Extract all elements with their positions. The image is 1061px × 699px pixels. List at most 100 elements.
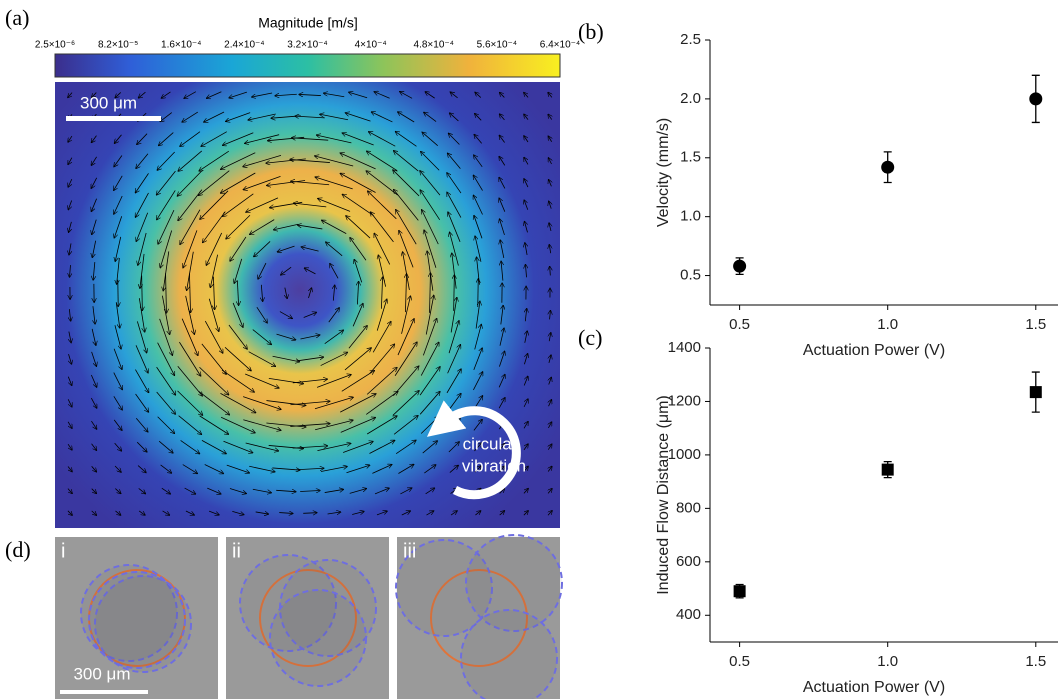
x-tick-label: 1.5 <box>1025 653 1046 670</box>
flow-arrow <box>158 440 173 453</box>
flow-arrow <box>68 178 73 187</box>
flow-arrow <box>348 326 367 349</box>
flow-arrow <box>298 225 323 230</box>
flow-arrow <box>114 465 121 472</box>
flow-arrow <box>548 114 552 120</box>
flow-arrow <box>113 372 122 390</box>
flow-arrow <box>523 511 528 516</box>
flow-arrow <box>68 443 72 450</box>
flow-arrow <box>398 465 413 474</box>
flow-arrow <box>354 260 363 283</box>
flow-arrow <box>426 511 433 516</box>
flow-arrow <box>68 466 72 471</box>
flow-arrow <box>292 379 327 384</box>
droplet-outline <box>94 575 192 673</box>
flow-arrow <box>398 112 415 123</box>
flow-arrow <box>266 158 306 163</box>
flow-arrow <box>91 177 98 188</box>
flow-arrow <box>182 464 197 474</box>
flow-arrow <box>340 394 376 413</box>
flow-arrow <box>523 466 528 472</box>
flow-arrow <box>180 440 200 453</box>
flow-arrow <box>180 209 201 245</box>
flow-arrow <box>113 396 122 409</box>
flow-arrow <box>113 348 122 370</box>
point <box>881 160 895 174</box>
flow-arrow <box>500 114 505 121</box>
flow-arrow <box>450 298 457 333</box>
flow-arrow <box>548 136 551 142</box>
flow-arrow <box>424 230 437 268</box>
flow-arrow <box>232 302 243 327</box>
flow-arrow <box>275 94 297 96</box>
flow-arrow <box>290 424 329 427</box>
flow-arrow <box>156 366 176 395</box>
flow-arrow <box>500 219 505 236</box>
flow-arrow <box>199 366 228 394</box>
flow-arrow <box>157 151 175 170</box>
flow-arrow <box>393 170 420 197</box>
flow-arrow <box>138 232 147 265</box>
flow-arrow <box>524 114 529 120</box>
flow-arrow <box>114 325 121 349</box>
flow-arrow <box>346 216 371 239</box>
flow-arrow <box>452 253 457 289</box>
flow-arrow <box>366 171 398 196</box>
flow-arrow <box>342 133 374 146</box>
flow-arrow <box>256 306 267 323</box>
droplet-outline <box>460 609 558 699</box>
y-tick-label: 0.5 <box>680 267 701 284</box>
panel-label: (a) <box>5 5 29 30</box>
flow-arrow <box>473 372 482 391</box>
flow-arrow <box>90 397 96 408</box>
flow-arrow <box>281 266 292 275</box>
flow-arrow <box>367 151 398 172</box>
flow-arrow <box>550 267 551 276</box>
flow-arrow <box>200 190 229 219</box>
flow-arrow <box>261 284 262 301</box>
flow-arrow <box>474 466 481 473</box>
droplet <box>430 569 528 667</box>
flow-arrow <box>136 192 149 217</box>
y-tick-label: 1400 <box>668 339 701 356</box>
flow-arrow <box>499 489 505 494</box>
flow-arrow <box>420 342 439 376</box>
flow-arrow <box>68 92 72 98</box>
flow-arrow <box>204 464 224 474</box>
flow-arrow <box>183 230 198 267</box>
flow-arrow <box>320 467 347 472</box>
flow-arrow <box>420 190 441 221</box>
flow-arrow <box>135 345 148 372</box>
flow-arrow <box>473 175 483 191</box>
x-tick-label: 0.5 <box>729 653 750 670</box>
flow-arrow <box>277 245 295 252</box>
colorbar-tick-label: 8.2×10⁻⁵ <box>98 40 138 51</box>
flow-arrow <box>179 341 200 376</box>
flow-arrow <box>549 245 550 254</box>
point <box>1029 386 1042 399</box>
flow-arrow <box>352 511 364 515</box>
flow-arrow <box>91 198 97 212</box>
flow-arrow <box>291 181 330 186</box>
flow-arrow <box>185 510 194 515</box>
flow-arrow <box>69 221 72 232</box>
flow-arrow <box>357 282 358 305</box>
flow-arrow <box>340 173 376 193</box>
flow-arrow <box>449 133 460 145</box>
flow-arrow <box>524 354 527 365</box>
flow-arrow <box>301 247 319 252</box>
flow-arrow <box>208 298 218 332</box>
y-tick-label: 1.0 <box>680 208 701 225</box>
flow-arrow <box>450 92 458 99</box>
flow-arrow <box>161 487 170 494</box>
flow-arrow <box>369 440 394 454</box>
flow-arrow <box>549 201 551 209</box>
flow-arrow <box>309 288 312 299</box>
flow-arrow <box>92 240 97 258</box>
flow-arrow <box>524 222 528 233</box>
flow-arrow <box>249 465 275 471</box>
flow-arrow <box>333 285 334 301</box>
flow-arrow <box>374 234 391 265</box>
flow-arrow <box>115 134 122 143</box>
flow-arrow <box>276 490 296 491</box>
